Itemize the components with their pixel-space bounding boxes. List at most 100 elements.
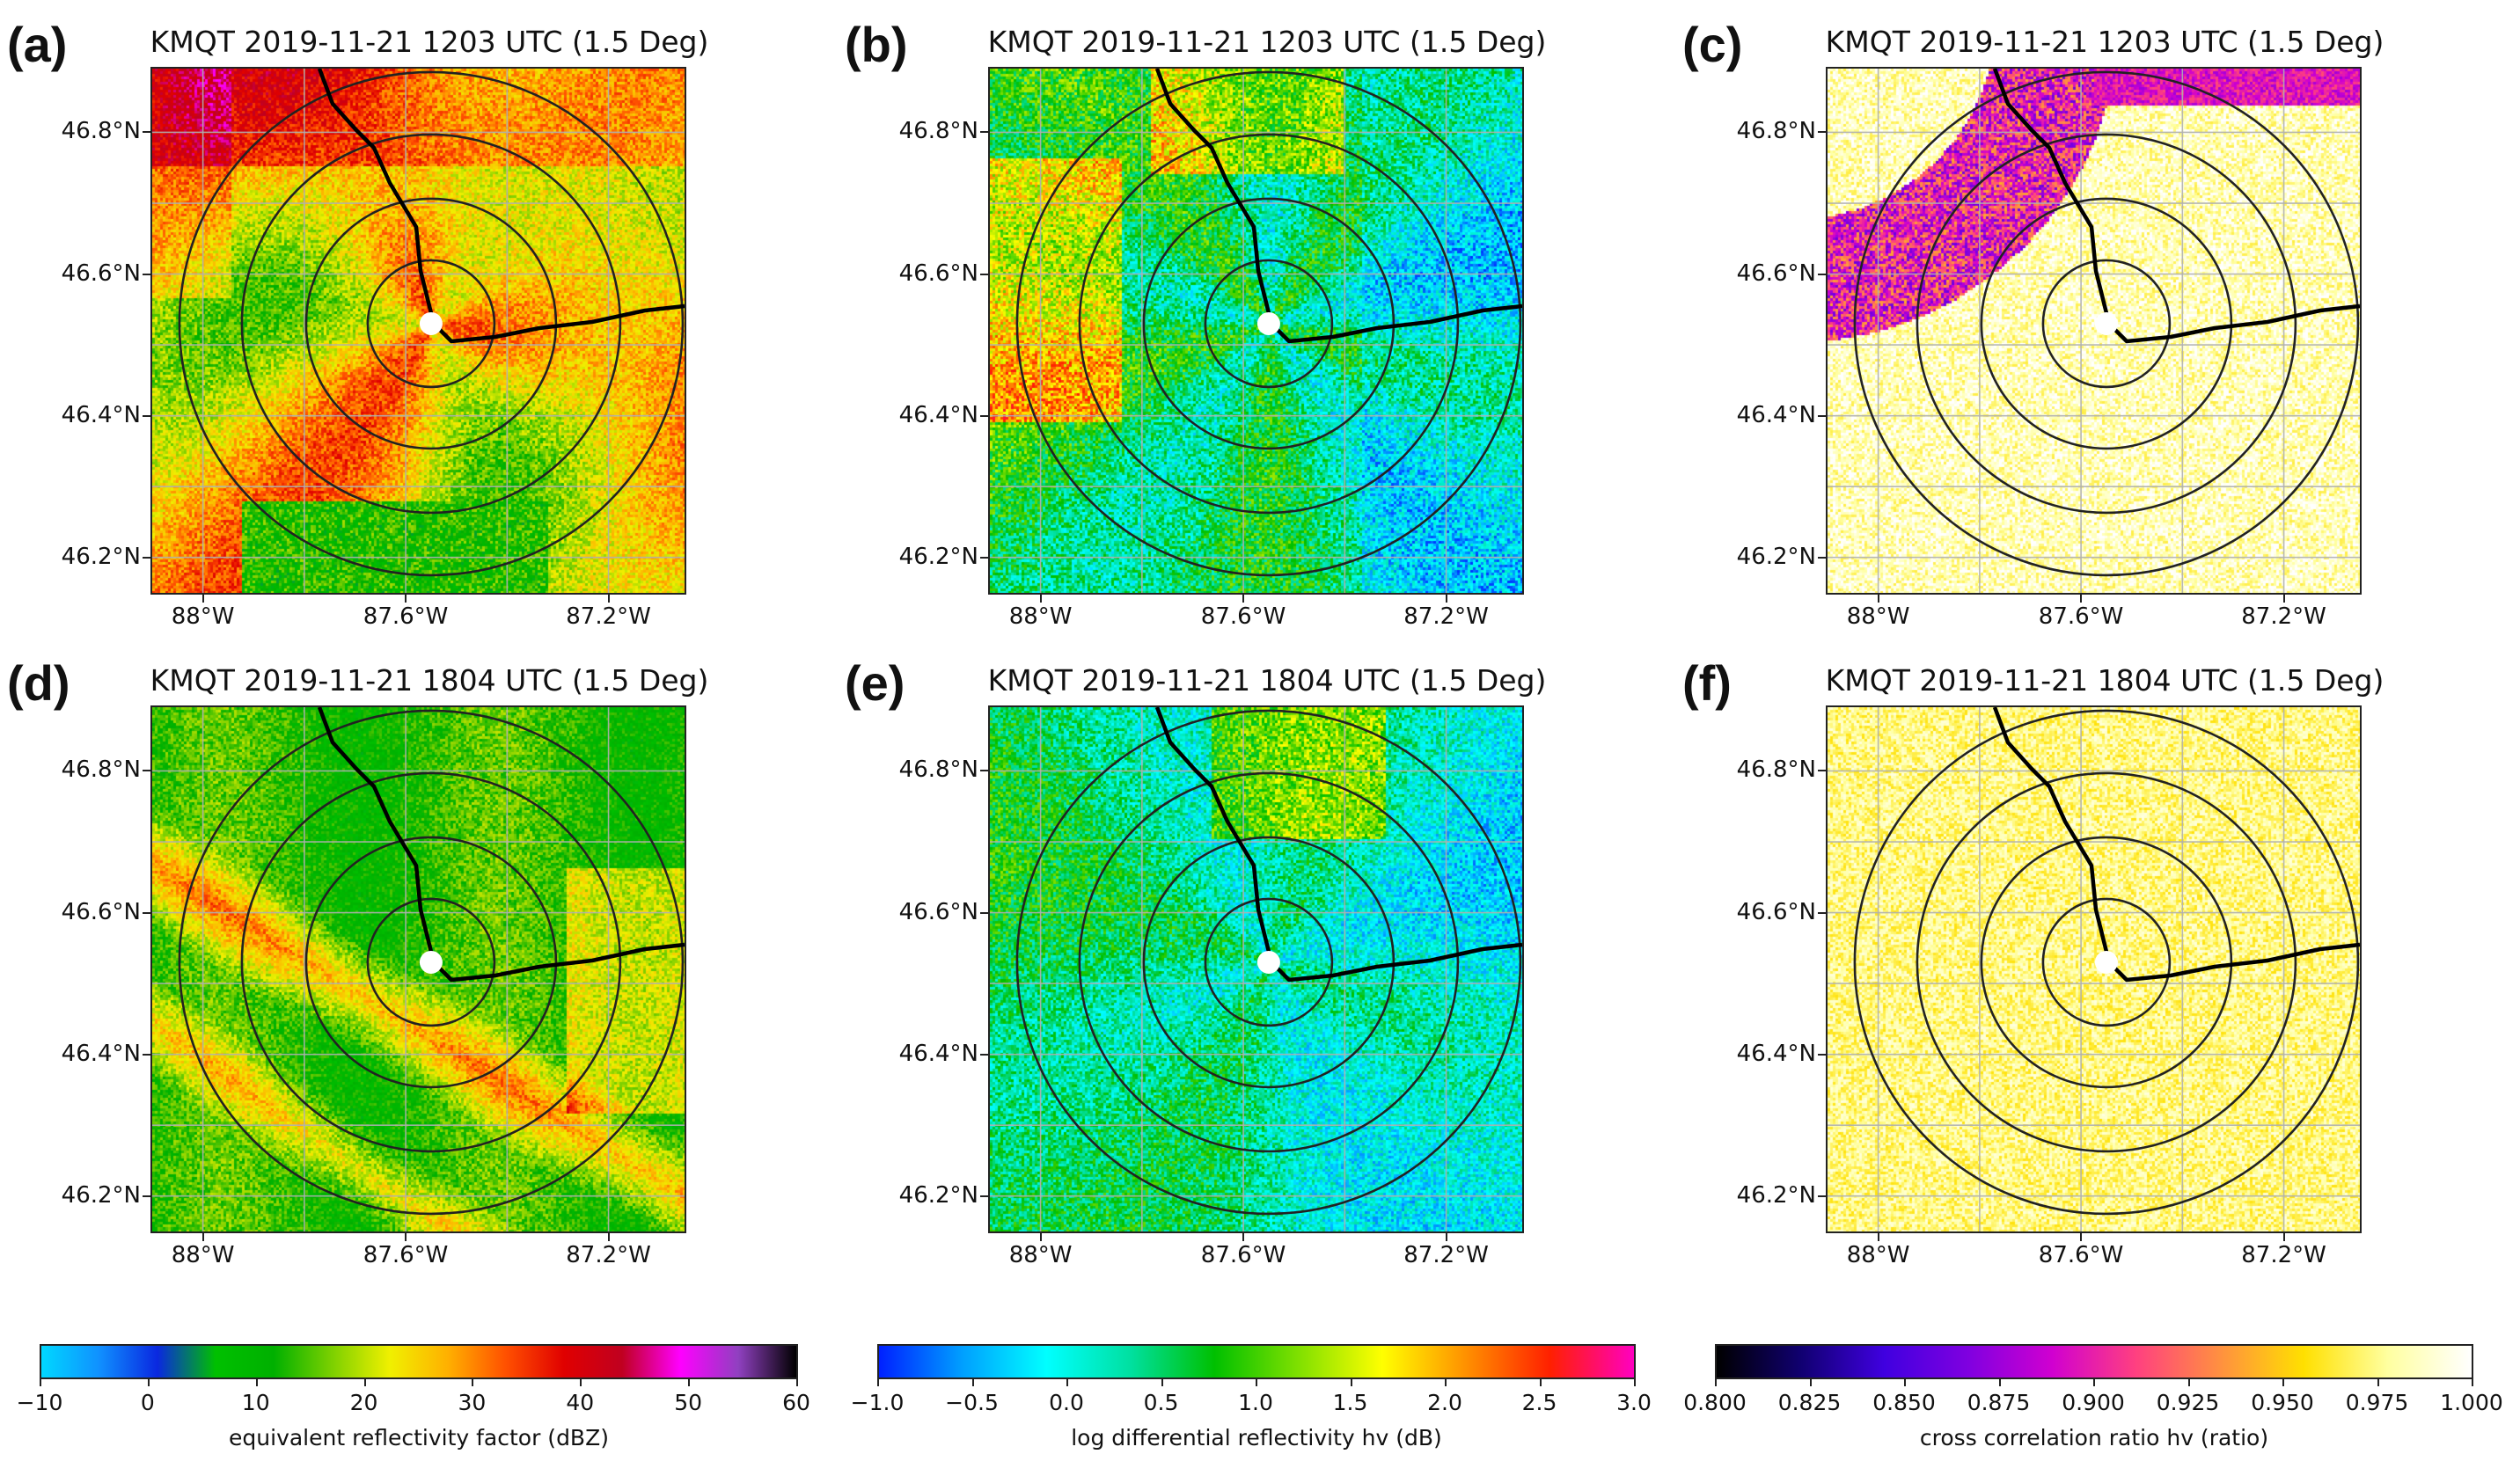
colorbar-tick-label: 3.0: [1616, 1390, 1652, 1415]
panel-letter: (a): [7, 17, 68, 72]
latitude-tickmark: [980, 131, 988, 134]
longitude-tick-label: 87.6°W: [363, 1242, 449, 1268]
longitude-tickmark: [405, 1233, 407, 1241]
longitude-tickmark: [405, 595, 407, 603]
longitude-tick-label: 88°W: [171, 603, 235, 630]
longitude-tickmark: [1039, 1233, 1042, 1241]
latitude-tickmark: [143, 911, 150, 914]
colorbar-gradient: [40, 1344, 798, 1379]
latitude-tickmark: [1818, 1053, 1826, 1056]
latitude-tick-label: 46.2°N: [61, 1181, 141, 1209]
range-ring: [1204, 897, 1334, 1027]
range-ring: [2041, 259, 2172, 389]
colorbar-tickmark: [1715, 1379, 1717, 1386]
longitude-tick-label: 87.6°W: [1200, 1242, 1286, 1268]
latitude-tick-label: 46.8°N: [1736, 756, 1816, 784]
range-ring: [240, 771, 622, 1153]
latitude-tick-label: 46.8°N: [898, 118, 978, 145]
longitude-tick-label: 87.2°W: [2241, 1242, 2326, 1268]
radar-site-marker: [1256, 950, 1280, 974]
panel-letter: (d): [7, 655, 70, 711]
radar-map: [988, 67, 1524, 595]
colorbar-tick-label: 2.0: [1427, 1390, 1462, 1415]
colorbar-tickmark: [1066, 1379, 1068, 1386]
range-ring: [1015, 709, 1522, 1216]
radar-map: [150, 705, 686, 1233]
panel-title: KMQT 2019-11-21 1203 UTC (1.5 Deg): [987, 25, 1547, 59]
longitude-tickmark: [201, 1233, 204, 1241]
longitude-tick-label: 87.2°W: [1403, 603, 1489, 630]
latitude-tick-label: 46.2°N: [61, 543, 141, 570]
range-ring: [178, 709, 685, 1216]
longitude-tickmark: [2282, 595, 2285, 603]
longitude-tick-label: 88°W: [1008, 603, 1073, 630]
colorbar-tickmark: [147, 1379, 150, 1386]
county-boundary-line: [1992, 69, 2360, 344]
county-boundary-line: [1992, 707, 2360, 983]
latitude-tick-label: 46.6°N: [1736, 898, 1816, 925]
colorbar-tick-label: 0.0: [1049, 1390, 1084, 1415]
latitude-tickmark: [980, 770, 988, 772]
longitude-tickmark: [2080, 1233, 2083, 1241]
latitude-tickmark: [980, 414, 988, 417]
colorbar-tick-label: −10: [16, 1390, 63, 1415]
range-ring: [1204, 259, 1334, 389]
range-ring: [1916, 771, 2297, 1153]
county-boundary-line: [317, 707, 685, 983]
colorbar-tickmark: [2472, 1379, 2473, 1386]
latitude-tick-label: 46.4°N: [898, 1040, 978, 1067]
latitude-tick-label: 46.2°N: [898, 543, 978, 570]
latitude-tick-label: 46.4°N: [61, 1040, 141, 1067]
colorbar-tickmark: [796, 1379, 798, 1386]
map-overlay: [990, 69, 1522, 593]
map-overlay: [152, 707, 685, 1231]
colorbar-tickmark: [1256, 1379, 1257, 1386]
range-ring: [178, 70, 685, 577]
colorbar: −10 0 10 20 30 40 50 60 equivalent reflectivity …: [17, 1344, 810, 1476]
radar-map: [1826, 705, 2362, 1233]
colorbar-tick-label: −1.0: [850, 1390, 905, 1415]
longitude-tick-label: 88°W: [1846, 1242, 1910, 1268]
range-ring: [1853, 709, 2360, 1216]
latitude-tickmark: [143, 414, 150, 417]
longitude-tick-label: 87.6°W: [1200, 603, 1286, 630]
longitude-tick-label: 88°W: [171, 1242, 235, 1268]
colorbar-tickmark: [1445, 1379, 1447, 1386]
latitude-tickmark: [143, 273, 150, 275]
latitude-tick-label: 46.4°N: [898, 401, 978, 428]
colorbar-tickmark: [688, 1379, 691, 1386]
longitude-tickmark: [2080, 595, 2083, 603]
colorbar-tickmark: [363, 1379, 366, 1386]
colorbar-tick-label: 0: [140, 1390, 155, 1415]
colorbar-tick-label: 0.825: [1777, 1390, 1842, 1415]
longitude-tick-label: 88°W: [1008, 1242, 1073, 1268]
panel-title: KMQT 2019-11-21 1804 UTC (1.5 Deg): [150, 663, 709, 698]
colorbar-label: cross correlation ratio hv (ratio): [1919, 1425, 2269, 1450]
latitude-tick-label: 46.2°N: [898, 1181, 978, 1209]
map-overlay: [1828, 69, 2360, 593]
longitude-tickmark: [1242, 595, 1245, 603]
colorbar-tick-label: 0.5: [1143, 1390, 1179, 1415]
colorbar-tickmark: [1350, 1379, 1352, 1386]
range-ring: [1853, 70, 2360, 577]
panel-title: KMQT 2019-11-21 1203 UTC (1.5 Deg): [1825, 25, 2384, 59]
colorbar-tickmark: [971, 1379, 974, 1386]
colorbar: −1.0 −0.5 0.0 0.5 1.0 1.5 2.0 2.5 3.0 log differe…: [851, 1344, 1652, 1476]
panel-letter: (f): [1682, 655, 1732, 711]
latitude-tickmark: [980, 273, 988, 275]
range-ring: [366, 897, 496, 1027]
range-ring: [1015, 70, 1522, 577]
map-overlay: [152, 69, 685, 593]
radar-site-marker: [419, 311, 443, 335]
latitude-tick-label: 46.4°N: [61, 401, 141, 428]
radar-site-marker: [1256, 311, 1280, 335]
panel-e: (e) KMQT 2019-11-21 1804 UTC (1.5 Deg) 46.…: [838, 639, 1682, 1272]
longitude-tickmark: [1877, 1233, 1879, 1241]
latitude-tick-label: 46.6°N: [898, 259, 978, 287]
range-ring: [1142, 836, 1396, 1089]
colorbar-tick-label: 0.850: [1872, 1390, 1936, 1415]
colorbar-gradient: [877, 1344, 1636, 1379]
panel-a: (a) KMQT 2019-11-21 1203 UTC (1.5 Deg) 46.…: [0, 0, 845, 633]
radar-map: [1826, 67, 2362, 595]
colorbar-tick-label: 40: [566, 1390, 595, 1415]
